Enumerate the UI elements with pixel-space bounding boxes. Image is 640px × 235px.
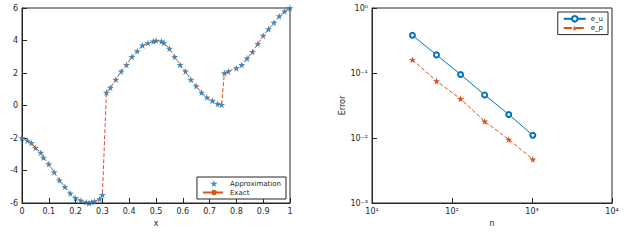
svg-text:e_u: e_u	[591, 15, 603, 23]
svg-text:10⁻³: 10⁻³	[350, 198, 368, 208]
svg-text:0: 0	[13, 101, 18, 110]
svg-text:Approximation: Approximation	[230, 180, 281, 188]
svg-text:10²: 10²	[445, 207, 458, 216]
svg-text:-4: -4	[10, 166, 18, 175]
svg-text:0.2: 0.2	[69, 207, 82, 216]
svg-text:n: n	[489, 219, 494, 228]
svg-text:10³: 10³	[525, 207, 538, 216]
svg-text:-2: -2	[10, 134, 18, 143]
svg-text:0.4: 0.4	[123, 207, 136, 216]
svg-text:-6: -6	[10, 199, 18, 208]
svg-text:1: 1	[287, 207, 292, 216]
svg-text:2: 2	[13, 69, 18, 78]
svg-text:0.7: 0.7	[203, 207, 216, 216]
svg-text:10⁴: 10⁴	[605, 207, 618, 216]
svg-text:0.3: 0.3	[96, 207, 109, 216]
svg-text:10⁰: 10⁰	[355, 4, 368, 13]
svg-text:Error: Error	[338, 95, 347, 115]
svg-text:0.8: 0.8	[230, 207, 243, 216]
svg-text:Exact: Exact	[230, 189, 250, 197]
svg-text:4: 4	[13, 36, 18, 45]
svg-text:6: 6	[13, 4, 18, 13]
svg-text:10¹: 10¹	[365, 207, 378, 216]
svg-text:10⁻¹: 10⁻¹	[350, 69, 368, 78]
svg-text:0.1: 0.1	[42, 207, 55, 216]
svg-text:0.5: 0.5	[150, 207, 163, 216]
svg-text:0.9: 0.9	[257, 207, 270, 216]
svg-text:0: 0	[19, 207, 24, 216]
svg-text:10⁻²: 10⁻²	[350, 134, 368, 143]
svg-text:x: x	[154, 219, 159, 228]
svg-text:e_p: e_p	[591, 24, 604, 32]
svg-text:0.6: 0.6	[176, 207, 189, 216]
